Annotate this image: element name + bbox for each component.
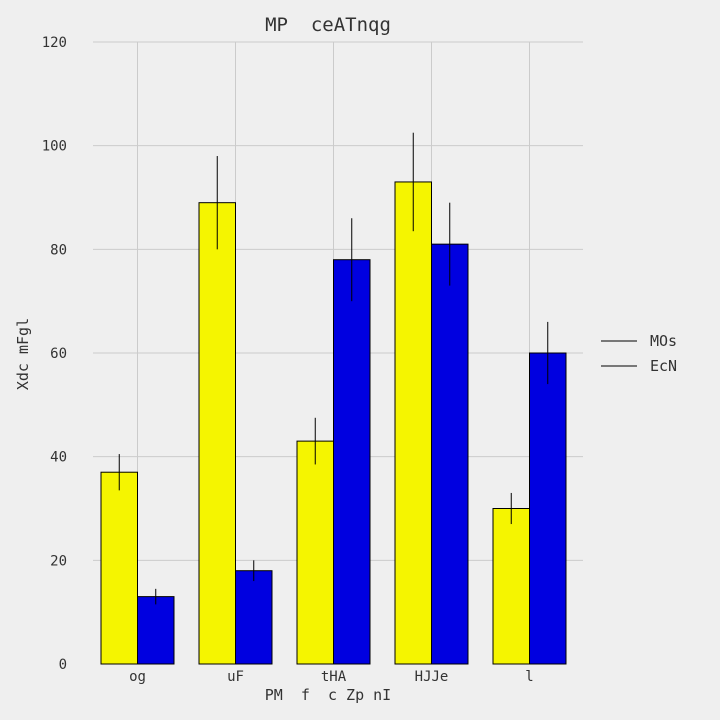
chart-title: MP ceATnqg xyxy=(265,14,391,36)
bar-EcN-tHA xyxy=(333,259,371,665)
bar-EcN-uF xyxy=(235,570,273,665)
bars xyxy=(100,181,567,665)
y-tick-label: 80 xyxy=(50,242,67,258)
x-tick-label: tHA xyxy=(321,669,347,685)
y-tick-label: 60 xyxy=(50,346,67,362)
y-tick-label: 120 xyxy=(42,35,67,51)
bar-MOs-HJJe xyxy=(394,181,432,665)
bar-MOs-og xyxy=(100,471,138,665)
legend-label-EcN: EcN xyxy=(650,357,677,375)
y-axis-title: Xdc mFgl xyxy=(14,318,32,390)
y-tick-label: 20 xyxy=(50,553,67,569)
bar-MOs-uF xyxy=(198,202,236,665)
legend-label-MOs: MOs xyxy=(650,332,677,350)
y-tick-label: 40 xyxy=(50,450,67,466)
x-axis-title: PM f c Zp nI xyxy=(265,686,391,704)
y-tick-labels: 0 20 40 60 80 100 120 xyxy=(42,35,67,673)
bar-MOs-tHA xyxy=(296,440,334,665)
error-bars xyxy=(118,132,549,605)
y-tick-label: 100 xyxy=(42,139,67,155)
bar-EcN-og xyxy=(137,596,175,665)
legend: MOs EcN xyxy=(601,332,677,375)
x-tick-label: og xyxy=(129,669,146,685)
x-tick-label: l xyxy=(525,669,533,685)
bar-EcN-l xyxy=(529,352,567,665)
x-tick-labels: og uF tHA HJJe l xyxy=(129,669,534,685)
bar-EcN-HJJe xyxy=(431,243,469,665)
bar-MOs-l xyxy=(492,508,530,665)
x-tick-label: HJJe xyxy=(415,669,449,685)
x-tick-label: uF xyxy=(227,669,244,685)
y-tick-label: 0 xyxy=(59,657,67,673)
